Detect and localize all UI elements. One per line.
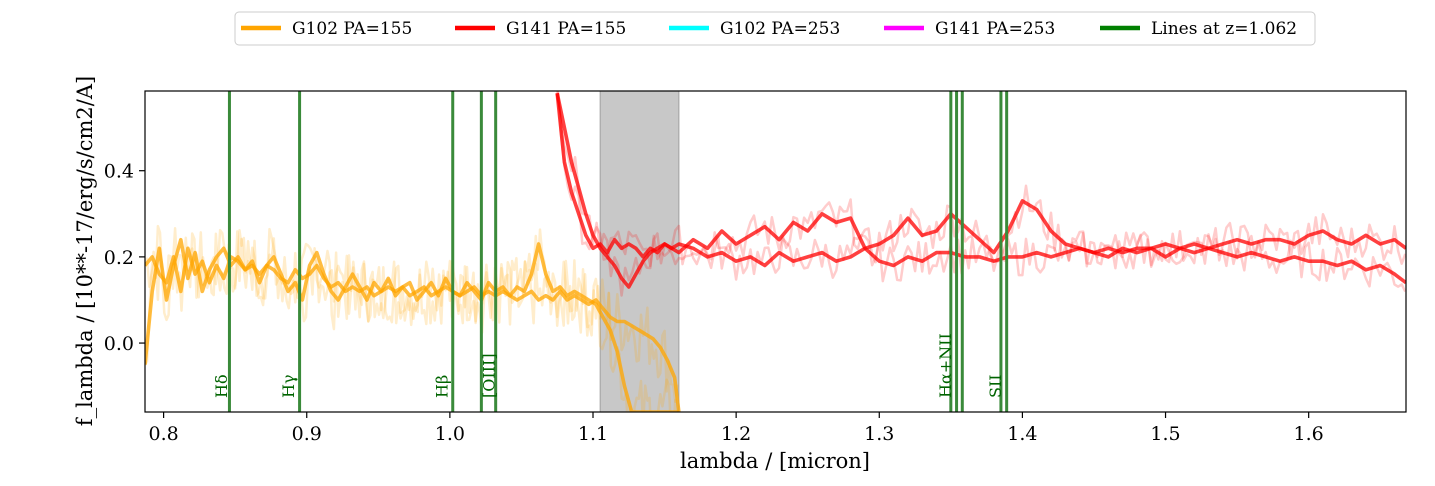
y-axis-label: f_lambda / [10**-17/erg/s/cm2/A] xyxy=(73,76,97,426)
legend-entry-label: G102 PA=253 xyxy=(720,19,840,39)
legend-entry-label: G102 PA=155 xyxy=(292,19,412,39)
emission-line-label: [OIII] xyxy=(480,353,499,398)
legend-entry-label: Lines at z=1.062 xyxy=(1151,19,1297,39)
plot-frame xyxy=(144,90,1407,413)
emission-line-label: Hγ xyxy=(279,374,298,398)
y-axis-ticks: 0.0 0.2 0.4 xyxy=(104,161,145,355)
raw-trace-g102-pa-155 xyxy=(145,230,679,404)
emission-line-label: Hβ xyxy=(432,375,451,398)
y-tick-label: 0.2 xyxy=(104,247,134,269)
raw-trace-g141-pa-253 xyxy=(556,91,1406,297)
x-tick-label: 1.2 xyxy=(721,423,751,445)
series-line-g141-pa-253 xyxy=(555,92,1406,289)
x-tick-label: 1.0 xyxy=(435,423,465,445)
y-tick-label: 0.4 xyxy=(104,161,134,183)
y-tick-label: 0.0 xyxy=(104,333,134,355)
x-tick-label: 0.9 xyxy=(292,423,322,445)
emission-lines-layer xyxy=(227,91,1009,412)
emission-line-label: Hδ xyxy=(212,374,231,398)
plot-area: Hδ Hγ Hβ [OIII] Hα+NII SII 0.8 0.9 1.0 1.1 1.2 1.3… xyxy=(104,90,1407,445)
x-tick-label: 1.4 xyxy=(1007,423,1037,445)
legend: G102 PA=155 G141 PA=155 G102 PA=253 G141 PA… xyxy=(234,11,1316,46)
x-axis-label: lambda / [micron] xyxy=(680,449,870,473)
raw-trace-g102-pa-253 xyxy=(145,224,678,412)
legend-entry-label: G141 PA=155 xyxy=(506,19,626,39)
x-tick-label: 1.3 xyxy=(864,423,894,445)
x-tick-label: 1.6 xyxy=(1294,423,1324,445)
x-tick-label: 0.8 xyxy=(148,423,178,445)
series-layer xyxy=(145,92,1406,412)
x-axis-ticks: 0.8 0.9 1.0 1.1 1.2 1.3 1.4 1.5 1.6 xyxy=(148,412,1324,445)
legend-box xyxy=(234,11,1316,46)
x-tick-label: 1.5 xyxy=(1150,423,1180,445)
legend-entry-label: G141 PA=253 xyxy=(935,19,1055,39)
x-tick-label: 1.1 xyxy=(578,423,608,445)
raw-spectrum-layer xyxy=(145,91,1406,412)
emission-line-label: SII xyxy=(986,374,1005,398)
emission-line-label: Hα+NII xyxy=(936,333,955,398)
series-line-g102-pa-253 xyxy=(145,237,679,412)
emission-line-labels: Hδ Hγ Hβ [OIII] Hα+NII SII xyxy=(212,333,1005,398)
series-line-g141-pa-155 xyxy=(555,93,1406,285)
